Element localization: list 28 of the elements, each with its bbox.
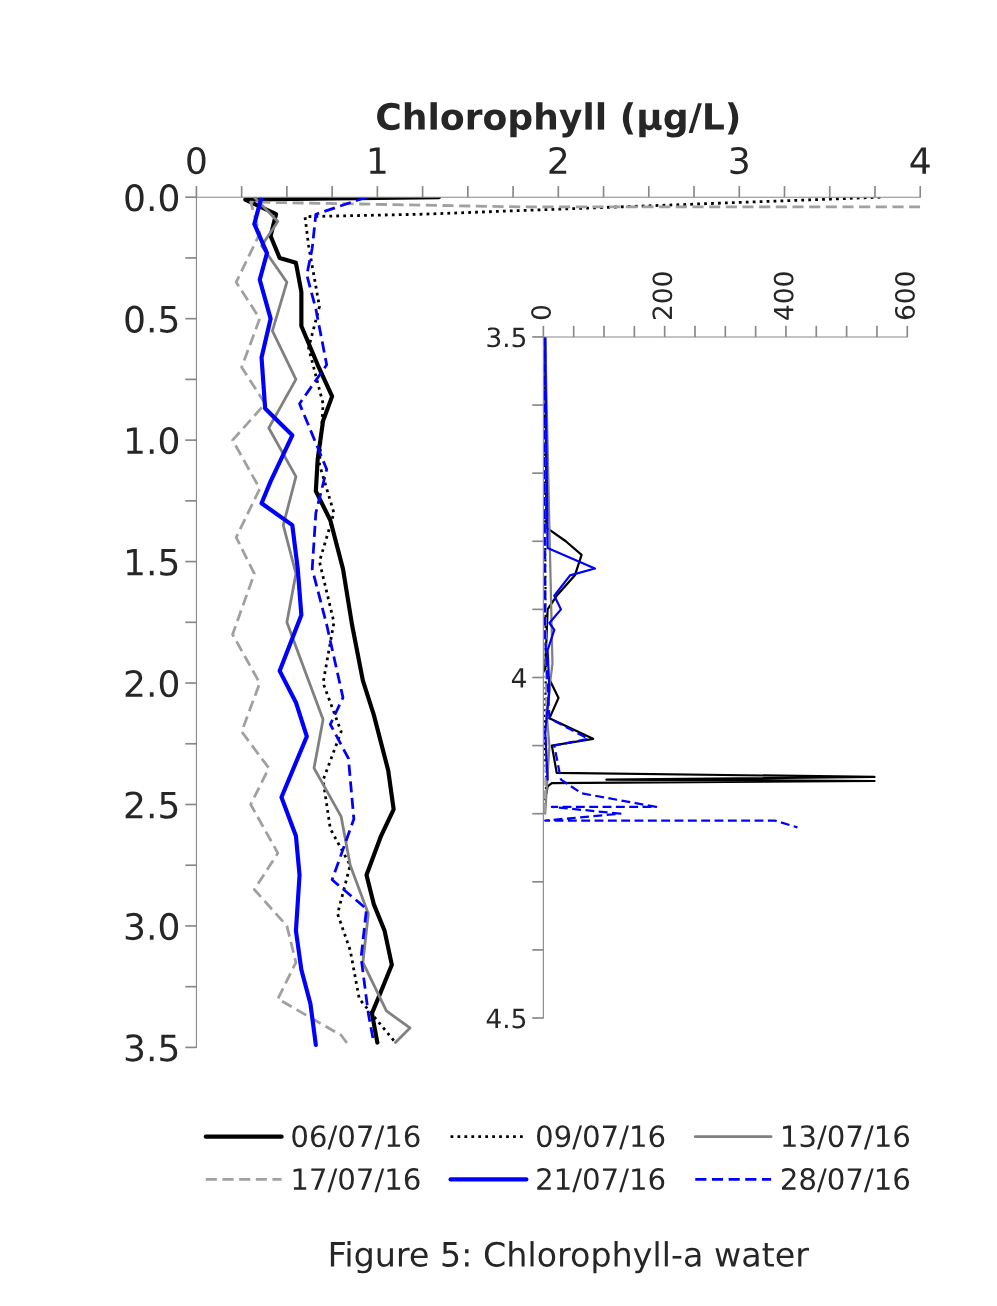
x-tick-label: 400 <box>773 272 794 320</box>
y-tick-label: 4.5 <box>486 1008 526 1029</box>
legend-label: 06/07/16 <box>292 1125 420 1150</box>
x-axis-title: Chlorophyll (µg/L) <box>377 102 739 138</box>
y-tick-label: 2.5 <box>125 791 178 819</box>
legend-label: 28/07/16 <box>782 1168 910 1193</box>
x-tick-label: 600 <box>894 272 915 320</box>
legend-label: 09/07/16 <box>537 1125 665 1150</box>
x-tick-label: 3 <box>730 146 748 175</box>
y-tick-label: 0.5 <box>125 305 178 333</box>
y-tick-label: 2.0 <box>125 669 179 698</box>
x-tick-label: 200 <box>652 272 673 320</box>
x-tick-label: 1 <box>369 147 386 174</box>
y-tick-label: 4 <box>511 668 526 688</box>
y-tick-label: 0.0 <box>125 184 179 212</box>
x-tick-label: 4 <box>910 147 930 174</box>
legend-label: 13/07/16 <box>783 1125 910 1150</box>
x-tick-label: 2 <box>549 146 567 174</box>
y-tick-label: 1.5 <box>126 548 178 576</box>
y-tick-label: 3.5 <box>125 1034 178 1062</box>
legend-label: 21/07/16 <box>537 1168 665 1193</box>
x-tick-label: 0 <box>531 305 552 320</box>
y-tick-label: 1.0 <box>126 427 179 455</box>
y-tick-label: 3.0 <box>125 912 179 941</box>
x-tick-label: 0 <box>187 146 206 175</box>
y-tick-label: 3.5 <box>487 327 526 348</box>
legend-label: 17/07/16 <box>293 1168 420 1193</box>
caption: Figure 5: Chlorophyll-a water <box>330 1241 809 1274</box>
